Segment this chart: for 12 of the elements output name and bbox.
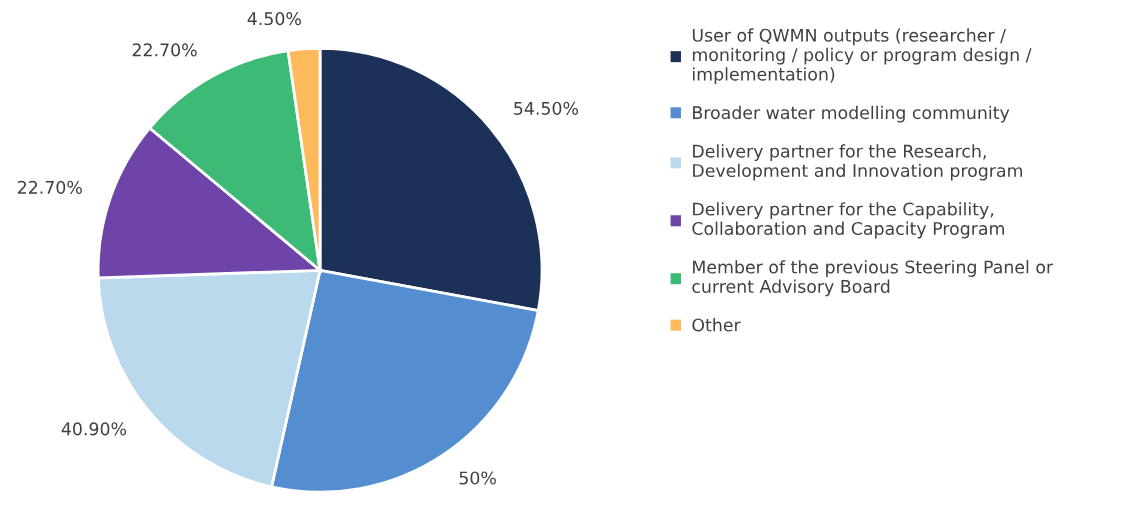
legend-label: Other bbox=[692, 318, 741, 332]
legend-label: Member of the previous Steering Panel or current Advisory Board bbox=[692, 260, 1054, 297]
legend-label: Delivery partner for the Research, Development and Innovation program bbox=[693, 144, 1023, 181]
legend-label: Broader water modelling community bbox=[693, 105, 1010, 123]
data-label: 54.50% bbox=[514, 101, 579, 115]
data-label: 22.70% bbox=[132, 43, 197, 57]
legend-label: Delivery partner for the Capability, Collaboration and Capacity Program bbox=[692, 202, 1004, 239]
data-label: 40.90% bbox=[61, 422, 127, 436]
data-label: 4.50% bbox=[247, 12, 301, 26]
data-label: 50% bbox=[459, 471, 496, 485]
data-label: 22.70% bbox=[17, 180, 82, 194]
legend-label: User of QWMN outputs (researcher / monitoring / policy or program design / implementation) bbox=[692, 28, 1032, 85]
